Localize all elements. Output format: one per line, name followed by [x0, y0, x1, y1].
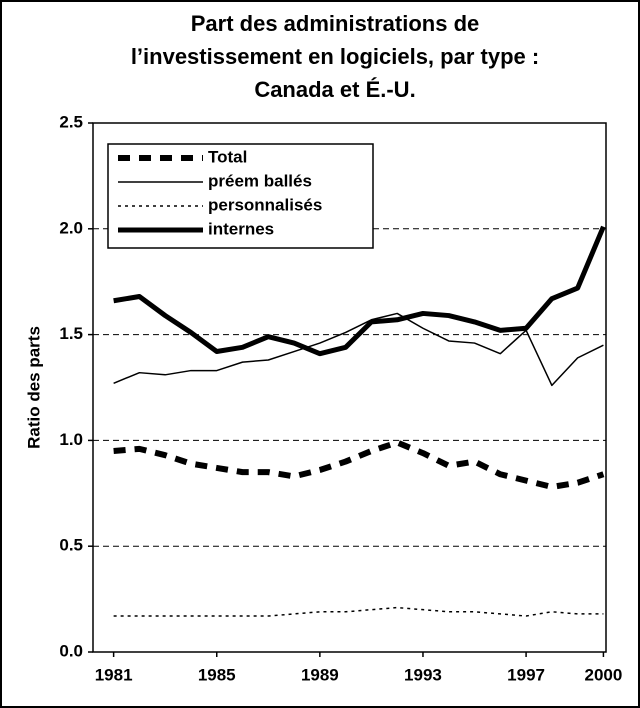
x-tick-label: 1981	[95, 665, 133, 684]
y-axis-label: Ratio des parts	[24, 326, 43, 449]
x-tick-label: 1989	[301, 665, 339, 684]
chart-title: Part des administrations de	[191, 11, 480, 36]
chart-title: Canada et É.-U.	[254, 77, 415, 102]
legend-label: personnalisés	[208, 195, 322, 214]
y-tick-label: 1.5	[59, 324, 83, 343]
y-tick-label: 1.0	[59, 430, 83, 449]
x-tick-label: 2000	[585, 665, 623, 684]
series-line	[113, 312, 604, 387]
x-tick-label: 1993	[404, 665, 442, 684]
x-tick-label: 1985	[198, 665, 236, 684]
plot-frame	[92, 122, 607, 653]
y-tick-label: 2.0	[59, 218, 83, 237]
y-tick-label: 2.5	[59, 112, 83, 131]
legend-label: Total	[208, 147, 247, 166]
x-tick-label: 1997	[507, 665, 545, 684]
y-tick-label: 0.5	[59, 536, 83, 555]
series-line	[113, 225, 606, 357]
series-line	[113, 606, 604, 617]
legend-label: préem ballés	[208, 171, 312, 190]
legend-label: internes	[208, 219, 274, 238]
series-line	[113, 439, 605, 490]
chart-title: l’investissement en logiciels, par type …	[131, 44, 539, 69]
y-tick-label: 0.0	[59, 641, 83, 660]
